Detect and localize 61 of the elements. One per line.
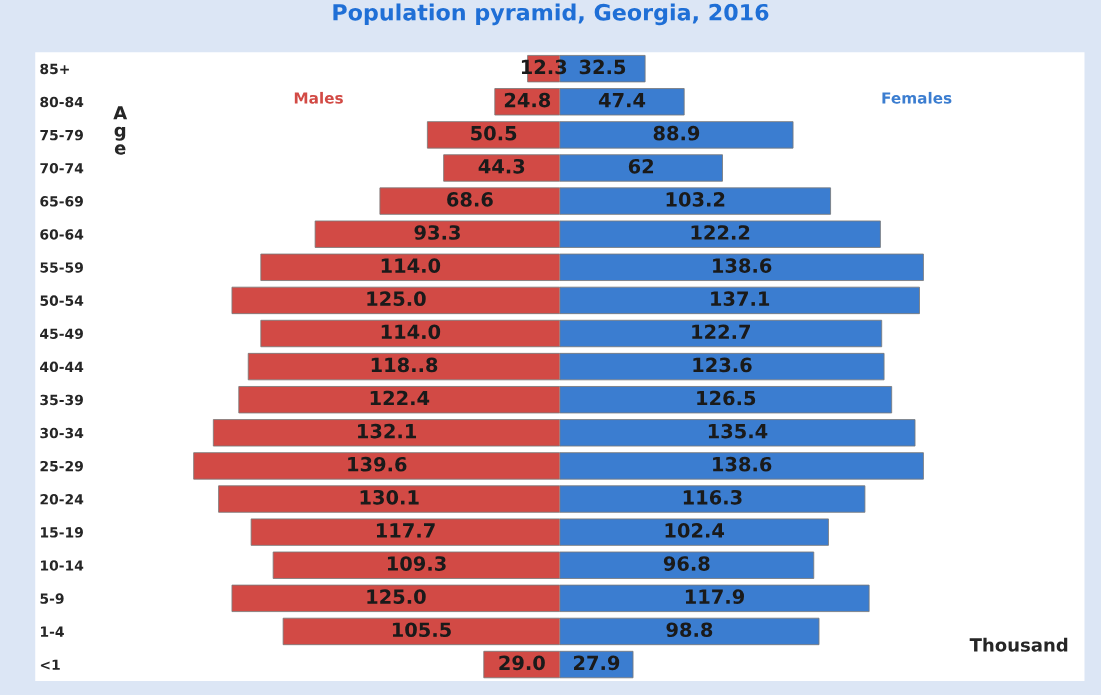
data-label: 138.6	[713, 258, 772, 273]
data-label: 68.6	[447, 192, 493, 207]
data-label: 125.0	[367, 589, 426, 604]
data-label: 50.5	[471, 125, 517, 141]
y-tick-label: 1-4	[41, 626, 64, 637]
y-tick-label: 20-24	[40, 494, 84, 505]
y-tick-label: 65-69	[40, 196, 83, 207]
y-tick-label: 10-14	[41, 560, 84, 571]
y-tick-label: 35-39	[40, 394, 83, 406]
data-label: 122.2	[691, 225, 750, 240]
y-tick-label: 15-19	[41, 527, 83, 538]
data-label: 96.8	[663, 556, 710, 571]
data-label: 117.9	[685, 589, 744, 604]
data-label: 93.3	[414, 225, 460, 240]
data-label: 118..8	[371, 357, 438, 373]
data-label: 114.0	[381, 324, 441, 340]
y-tick-label: 80-84	[40, 96, 84, 108]
annotation: Thousand	[969, 637, 1068, 652]
data-label: 102.4	[665, 523, 725, 538]
data-label: 62	[628, 158, 654, 174]
y-tick-label: 45-49	[40, 328, 83, 339]
chart-title: Population pyramid, Georgia, 2016	[333, 3, 769, 26]
y-tick-label: 25-29	[40, 460, 83, 472]
data-label: 122.4	[370, 390, 430, 406]
data-label: 137.1	[711, 291, 770, 307]
data-label: 117.7	[376, 523, 435, 538]
data-label: 126.5	[697, 390, 756, 406]
data-label: 135.4	[708, 423, 768, 439]
data-label: 24.8	[504, 92, 551, 108]
data-label: 32.5	[579, 59, 626, 75]
data-label: 29.0	[499, 655, 545, 671]
text: Males	[294, 91, 343, 104]
data-label: 114.0	[381, 258, 441, 273]
data-label: 132.1	[358, 423, 417, 439]
y-tick-label: 60-64	[40, 229, 84, 240]
y-tick-label: 55-59	[40, 262, 83, 273]
data-label: 130.1	[360, 489, 419, 505]
y-tick-label: 40-44	[40, 361, 84, 373]
data-label: 103.2	[666, 192, 725, 207]
data-label: 105.5	[392, 622, 451, 638]
text: Females	[882, 91, 952, 104]
data-label: 125.0	[367, 291, 426, 307]
y-tick-label: 70-74	[40, 162, 84, 174]
data-label: 44.3	[478, 158, 525, 174]
data-label: 98.8	[666, 622, 713, 638]
data-label: 116.3	[683, 489, 742, 505]
y-tick-label: 5-9	[40, 593, 64, 604]
y-tick-label: 75-79	[40, 129, 83, 141]
data-label: 27.9	[574, 655, 620, 671]
data-label: 123.6	[693, 357, 752, 373]
data-label: 88.9	[653, 125, 700, 141]
data-label: 122.7	[692, 324, 750, 339]
data-label: 109.3	[387, 556, 446, 571]
data-label: 138.6	[713, 456, 772, 472]
y-tick-label: 50-54	[40, 295, 84, 306]
y-tick-label: 30-34	[40, 427, 84, 439]
data-label: 139.6	[348, 456, 407, 472]
y-tick-label: 85+	[40, 63, 69, 75]
y-tick-label: <1	[40, 659, 60, 670]
y-axis-title: Age	[113, 106, 128, 155]
data-label: 47.4	[598, 92, 646, 108]
